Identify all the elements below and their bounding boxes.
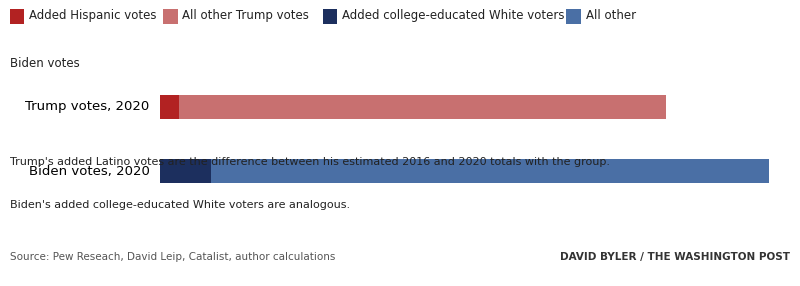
Text: Trump votes, 2020: Trump votes, 2020 <box>26 100 150 113</box>
Text: Biden votes, 2020: Biden votes, 2020 <box>29 165 150 178</box>
Text: Added Hispanic votes: Added Hispanic votes <box>29 9 156 21</box>
Text: DAVID BYLER / THE WASHINGTON POST: DAVID BYLER / THE WASHINGTON POST <box>560 252 790 262</box>
Text: Added college-educated White voters: Added college-educated White voters <box>342 9 565 21</box>
Bar <box>160 159 211 184</box>
Text: Biden votes: Biden votes <box>10 57 79 70</box>
Text: Trump's added Latino votes are the difference between his estimated 2016 and 202: Trump's added Latino votes are the diffe… <box>10 157 610 167</box>
Bar <box>160 95 179 119</box>
Text: Source: Pew Reseach, David Leip, Catalist, author calculations: Source: Pew Reseach, David Leip, Catalis… <box>10 252 335 262</box>
Text: All other: All other <box>586 9 636 21</box>
Bar <box>211 159 769 184</box>
Bar <box>179 95 666 119</box>
Text: Biden's added college-educated White voters are analogous.: Biden's added college-educated White vot… <box>10 200 350 210</box>
Text: All other Trump votes: All other Trump votes <box>182 9 310 21</box>
